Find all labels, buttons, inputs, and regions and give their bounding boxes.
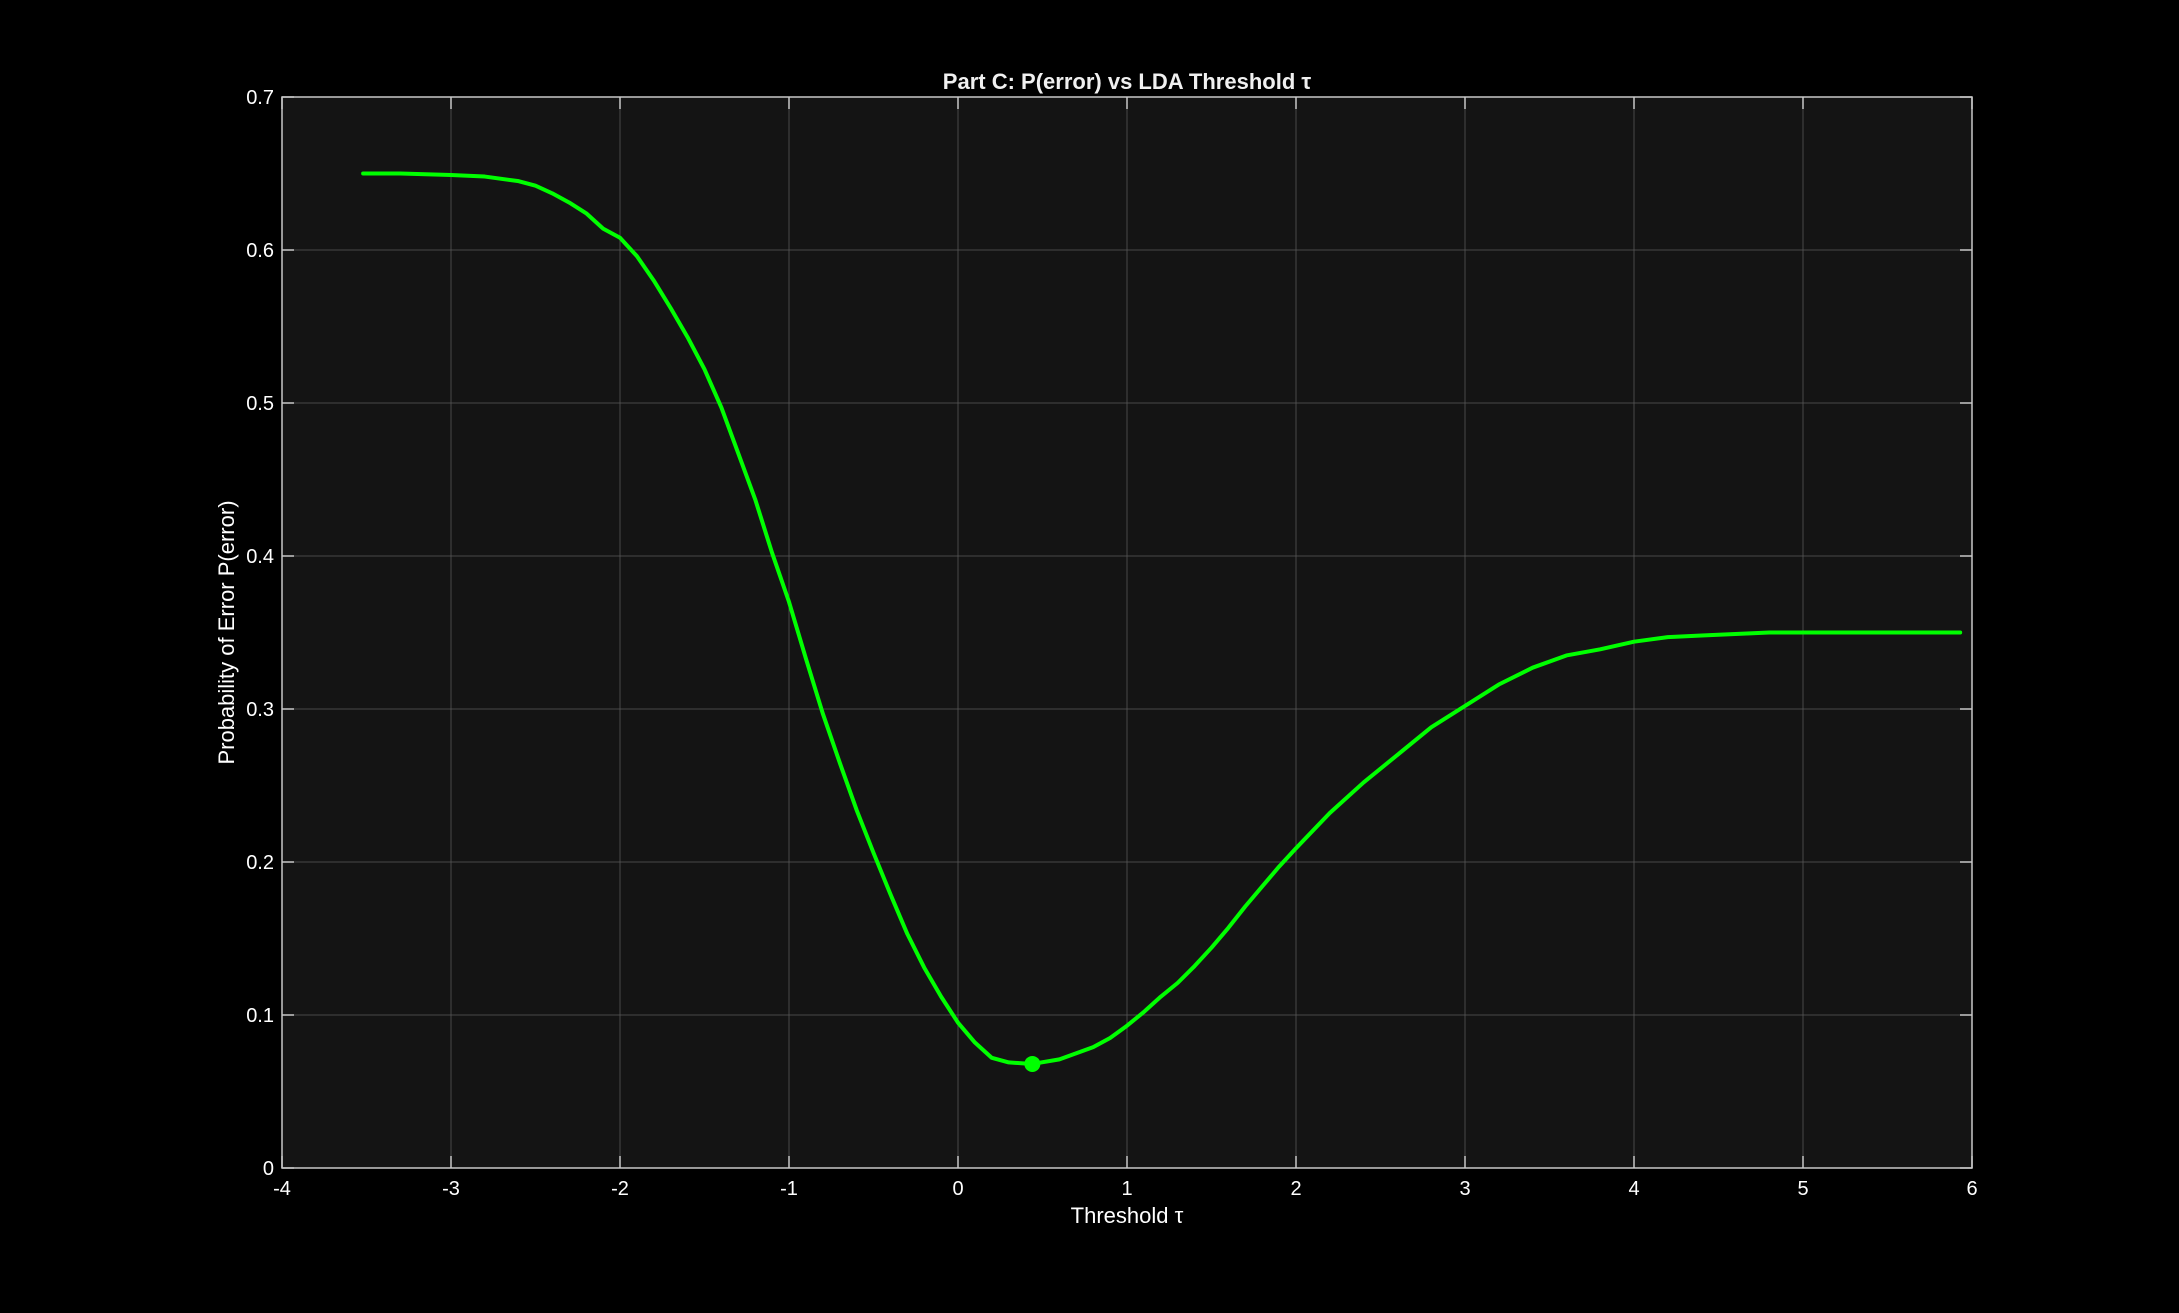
y-tick-label: 0.1	[246, 1005, 274, 1027]
series-line	[361, 171, 1963, 1066]
axis-ticks: -4 -3 -2 -1 0 1 2 3 4 5 6 0 0.1 0.2 0.3 0.4 0.5 0.6 0.7	[246, 87, 1977, 1200]
x-tick-label: -3	[442, 1178, 460, 1200]
y-tick-label: 0.2	[246, 852, 274, 874]
y-tick-label: 0.6	[246, 240, 274, 262]
x-axis-label: Threshold τ	[1071, 1203, 1184, 1228]
y-tick-label: 0.3	[246, 699, 274, 721]
x-tick-label: 4	[1628, 1178, 1639, 1200]
x-tick-label: 3	[1459, 1178, 1470, 1200]
series-layer	[361, 171, 1963, 1072]
y-tick-label: 0.7	[246, 87, 274, 109]
minimum-point-marker	[1024, 1055, 1041, 1072]
x-tick-label: -1	[780, 1178, 798, 1200]
x-tick-label: 5	[1797, 1178, 1808, 1200]
x-tick-label: 1	[1121, 1178, 1132, 1200]
y-axis-label: Probability of Error P(error)	[214, 500, 239, 764]
chart-title: Part C: P(error) vs LDA Threshold τ	[943, 69, 1312, 94]
y-tick-label: 0.4	[246, 546, 274, 568]
y-tick-label: 0.5	[246, 393, 274, 415]
y-tick-label: 0	[263, 1158, 274, 1180]
x-tick-label: 2	[1290, 1178, 1301, 1200]
x-tick-label: -4	[273, 1178, 291, 1200]
x-tick-label: -2	[611, 1178, 629, 1200]
x-tick-label: 0	[952, 1178, 963, 1200]
x-tick-label: 6	[1966, 1178, 1977, 1200]
